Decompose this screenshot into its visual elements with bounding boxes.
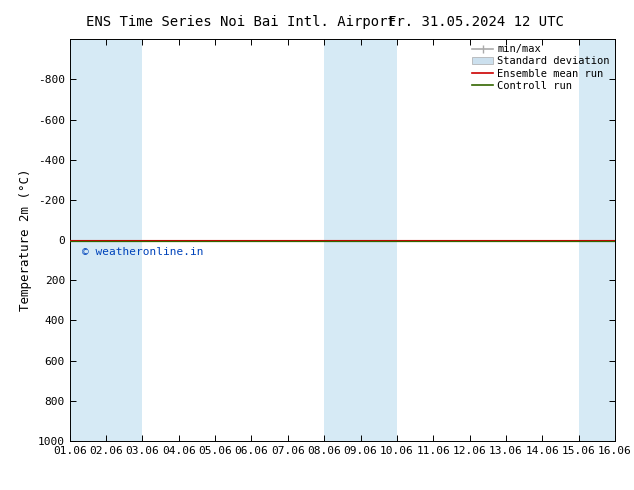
Bar: [70, 39, 143, 441]
Bar: [324, 39, 397, 441]
Bar: [579, 39, 615, 441]
Legend: min/max, Standard deviation, Ensemble mean run, Controll run: min/max, Standard deviation, Ensemble me…: [472, 45, 610, 91]
Y-axis label: Temperature 2m (°C): Temperature 2m (°C): [19, 169, 32, 311]
Text: © weatheronline.in: © weatheronline.in: [82, 247, 204, 257]
Text: ENS Time Series Noi Bai Intl. Airport: ENS Time Series Noi Bai Intl. Airport: [86, 15, 396, 29]
Text: Fr. 31.05.2024 12 UTC: Fr. 31.05.2024 12 UTC: [387, 15, 564, 29]
